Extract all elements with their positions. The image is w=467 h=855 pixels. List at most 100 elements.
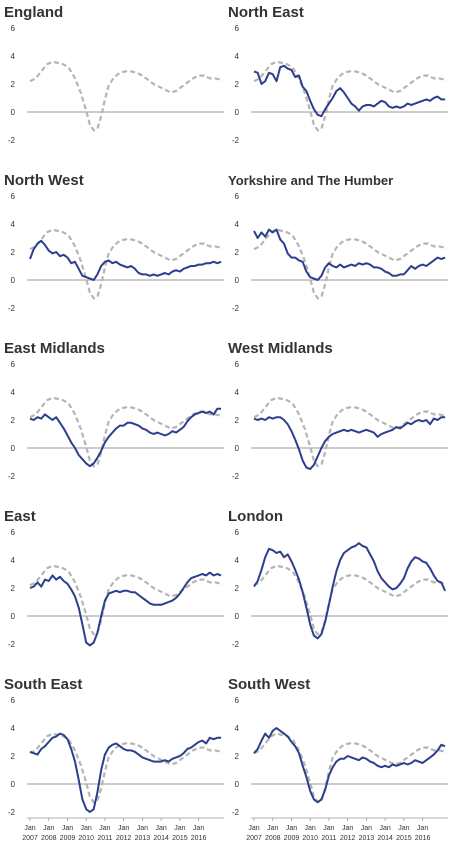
y-tick-label: 0 — [11, 108, 16, 117]
y-tick-label: 2 — [235, 248, 240, 257]
x-tick-year-label: 2012 — [116, 835, 132, 842]
chart-london: London 6 4 2 0 -2 — [228, 508, 448, 649]
chart-title: North West — [4, 172, 84, 189]
y-tick-label: -2 — [232, 136, 240, 145]
x-tick-year-label: 2007 — [246, 835, 262, 842]
england-reference-line — [29, 732, 222, 804]
y-tick-label: 0 — [235, 108, 240, 117]
x-tick-year-label: 2008 — [41, 835, 57, 842]
chart-south-east: South East 6 4 2 0 -2 Jan 2007 Jan 2008 Jan 2009 Jan… — [4, 676, 224, 842]
y-tick-label: 4 — [11, 724, 16, 733]
x-tick-month-label: Jan — [99, 825, 110, 832]
x-tick-month-label: Jan — [267, 825, 278, 832]
england-reference-line — [253, 564, 446, 636]
x-tick-year-label: 2015 — [396, 835, 412, 842]
region-line — [29, 239, 222, 281]
y-tick-label: 6 — [11, 360, 16, 369]
y-tick-label: 0 — [235, 276, 240, 285]
region-line — [29, 571, 222, 647]
x-tick-year-label: 2013 — [135, 835, 151, 842]
y-tick-label: 2 — [235, 416, 240, 425]
england-reference-line — [29, 396, 222, 468]
y-tick-label: -2 — [232, 808, 240, 817]
y-tick-label: 0 — [235, 612, 240, 621]
region-line — [253, 228, 446, 281]
y-tick-label: -2 — [232, 472, 240, 481]
y-tick-label: -2 — [232, 640, 240, 649]
x-tick-month-label: Jan — [174, 825, 185, 832]
y-tick-label: 0 — [11, 612, 16, 621]
y-tick-label: 0 — [11, 444, 16, 453]
chart-title: West Midlands — [228, 340, 333, 357]
y-tick-label: 2 — [235, 80, 240, 89]
chart-north-west: North West 6 4 2 0 -2 — [4, 172, 224, 313]
england-reference-line — [253, 60, 446, 132]
y-tick-label: 4 — [11, 52, 16, 61]
x-tick-year-label: 2016 — [191, 835, 207, 842]
x-tick-month-label: Jan — [155, 825, 166, 832]
x-tick-month-label: Jan — [417, 825, 428, 832]
chart-title: North East — [228, 4, 304, 21]
x-tick-year-label: 2008 — [265, 835, 281, 842]
y-tick-label: 6 — [11, 528, 16, 537]
x-tick-year-label: 2014 — [153, 835, 169, 842]
y-tick-label: 4 — [235, 52, 240, 61]
y-tick-label: 6 — [235, 696, 240, 705]
x-tick-year-label: 2014 — [377, 835, 393, 842]
chart-title: East — [4, 508, 36, 525]
x-tick-month-label: Jan — [286, 825, 297, 832]
y-tick-label: 2 — [11, 80, 16, 89]
chart-south-west: South West 6 4 2 0 -2 Jan 2007 Jan 2008 Jan 2009 Jan… — [228, 676, 448, 842]
region-line — [253, 542, 447, 640]
x-tick-month-label: Jan — [361, 825, 372, 832]
y-tick-label: 6 — [11, 24, 16, 33]
y-tick-label: 2 — [11, 752, 16, 761]
chart-title: South East — [4, 676, 82, 693]
chart-north-east: North East 6 4 2 0 -2 — [228, 4, 448, 145]
y-tick-label: -2 — [232, 304, 240, 313]
y-tick-label: -2 — [8, 472, 16, 481]
england-reference-line — [29, 564, 222, 636]
x-tick-month-label: Jan — [43, 825, 54, 832]
y-tick-label: -2 — [8, 808, 16, 817]
y-tick-label: 6 — [235, 24, 240, 33]
x-tick-month-label: Jan — [24, 825, 35, 832]
england-reference-line — [253, 228, 446, 300]
x-tick-month-label: Jan — [62, 825, 73, 832]
y-tick-label: -2 — [8, 640, 16, 649]
y-tick-label: 0 — [11, 780, 16, 789]
england-reference-line — [253, 732, 446, 804]
y-tick-label: 0 — [235, 444, 240, 453]
x-tick-year-label: 2009 — [60, 835, 76, 842]
x-tick-month-label: Jan — [81, 825, 92, 832]
x-tick-month-label: Jan — [323, 825, 334, 832]
y-tick-label: 4 — [235, 556, 240, 565]
y-tick-label: 6 — [11, 192, 16, 201]
x-tick-year-label: 2010 — [78, 835, 94, 842]
chart-west-midlands: West Midlands 6 4 2 0 -2 — [228, 340, 448, 481]
x-tick-year-label: 2011 — [97, 835, 112, 842]
x-tick-year-label: 2013 — [359, 835, 375, 842]
y-tick-label: 0 — [235, 780, 240, 789]
england-reference-line — [29, 228, 222, 300]
region-line — [29, 732, 222, 813]
chart-title: London — [228, 508, 283, 525]
region-line — [253, 416, 446, 470]
england-reference-line — [253, 396, 446, 468]
y-tick-label: 6 — [235, 192, 240, 201]
y-tick-label: 4 — [235, 724, 240, 733]
region-line — [253, 64, 446, 118]
region-line — [253, 727, 446, 804]
y-tick-label: -2 — [8, 136, 16, 145]
x-tick-month-label: Jan — [342, 825, 353, 832]
x-tick-month-label: Jan — [118, 825, 129, 832]
x-tick-month-label: Jan — [248, 825, 259, 832]
x-tick-year-label: 2015 — [172, 835, 188, 842]
x-tick-year-label: 2012 — [340, 835, 356, 842]
x-tick-year-label: 2016 — [415, 835, 431, 842]
y-tick-label: 2 — [235, 752, 240, 761]
x-tick-year-label: 2007 — [22, 835, 38, 842]
y-tick-label: 4 — [11, 220, 16, 229]
y-tick-label: 6 — [11, 696, 16, 705]
y-tick-label: -2 — [8, 304, 16, 313]
